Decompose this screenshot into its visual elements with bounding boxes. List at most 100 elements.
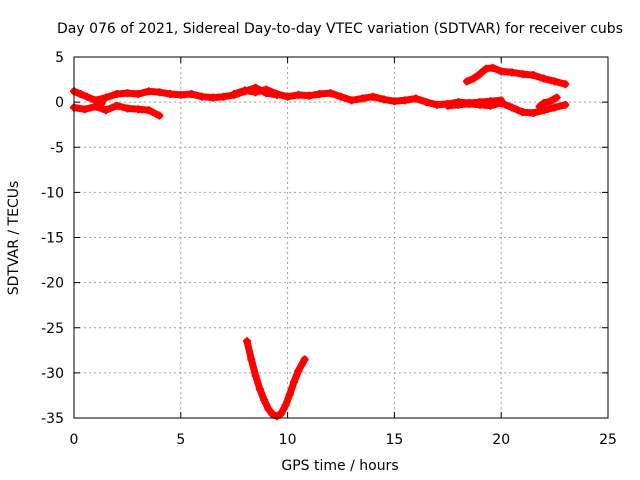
- data-point: [176, 90, 185, 99]
- data-point: [539, 74, 548, 83]
- data-point: [401, 96, 410, 105]
- data-point: [208, 93, 217, 102]
- x-axis-label: GPS time / hours: [281, 458, 398, 474]
- data-point: [518, 108, 527, 117]
- data-point: [486, 101, 495, 110]
- data-point: [497, 67, 506, 76]
- data-point: [507, 103, 516, 112]
- data-point: [422, 98, 431, 107]
- data-point: [255, 385, 264, 394]
- chart-title: Day 076 of 2021, Sidereal Day-to-day VTE…: [57, 21, 623, 37]
- data-point: [326, 89, 335, 98]
- data-point: [134, 90, 143, 99]
- data-point: [358, 94, 367, 103]
- data-point: [82, 92, 91, 101]
- data-point: [260, 395, 269, 404]
- data-point: [134, 105, 143, 114]
- data-point: [251, 88, 260, 97]
- data-point: [337, 92, 345, 101]
- data-point: [294, 367, 303, 376]
- data-point: [285, 390, 294, 399]
- data-point: [411, 94, 420, 103]
- data-point: [465, 99, 474, 108]
- x-tick-label: 10: [279, 432, 297, 448]
- data-point: [443, 101, 452, 110]
- data-point: [283, 92, 292, 101]
- data-point: [264, 404, 273, 413]
- data-point: [102, 106, 111, 115]
- data-point: [144, 106, 153, 115]
- data-point: [518, 70, 527, 79]
- data-point: [155, 111, 164, 120]
- data-point: [347, 96, 356, 105]
- data-point: [230, 90, 239, 99]
- x-tick-label: 25: [599, 432, 617, 448]
- data-point: [539, 99, 548, 108]
- data-point: [155, 88, 164, 97]
- data-point: [277, 409, 286, 418]
- data-point: [272, 412, 281, 421]
- data-point: [304, 91, 313, 100]
- data-point: [379, 95, 388, 104]
- data-point: [535, 102, 544, 111]
- data-point: [240, 86, 249, 95]
- y-tick-label: -20: [41, 276, 64, 292]
- x-tick-label: 15: [385, 432, 403, 448]
- data-point: [243, 337, 252, 346]
- y-tick-label: -25: [41, 321, 64, 337]
- data-point: [102, 93, 111, 102]
- y-tick-label: 0: [55, 95, 64, 111]
- data-point: [546, 97, 555, 106]
- data-point: [281, 401, 290, 410]
- x-tick-label: 0: [70, 432, 79, 448]
- data-point: [262, 85, 271, 94]
- data-point: [454, 100, 463, 109]
- data-point: [247, 355, 256, 364]
- data-point: [369, 92, 378, 101]
- y-tick-label: 5: [55, 50, 64, 66]
- data-point: [123, 89, 132, 98]
- data-point: [144, 87, 153, 96]
- data-point: [390, 97, 399, 106]
- data-point: [123, 104, 132, 113]
- data-point: [539, 106, 548, 115]
- data-point: [219, 92, 228, 101]
- data-point: [251, 371, 260, 380]
- data-point: [561, 80, 570, 89]
- data-point: [91, 96, 100, 105]
- data-point: [475, 100, 484, 109]
- data-point: [166, 90, 175, 99]
- data-point: [187, 90, 196, 99]
- data-layer: [70, 63, 570, 421]
- data-point: [112, 101, 121, 110]
- x-tick-label: 20: [492, 432, 510, 448]
- data-point: [561, 100, 570, 109]
- data-point: [550, 103, 559, 112]
- data-point: [76, 90, 85, 99]
- data-point: [469, 74, 478, 83]
- data-point: [550, 77, 559, 86]
- data-point: [488, 63, 497, 72]
- data-point: [529, 108, 538, 117]
- y-tick-label: -5: [50, 140, 64, 156]
- data-point: [268, 410, 277, 419]
- tick-labels: 0 5 10 15 20 25 5 0 -5 -10 -15 -20 -25 -30 -35: [41, 50, 617, 448]
- data-point: [300, 355, 309, 364]
- data-point: [272, 90, 281, 99]
- data-point: [80, 105, 89, 114]
- data-point: [529, 71, 538, 80]
- y-tick-label: -35: [41, 411, 64, 427]
- data-point: [290, 377, 299, 386]
- y-axis-label: SDTVAR / TECUs: [6, 181, 22, 296]
- data-point: [294, 90, 303, 99]
- data-point: [315, 90, 324, 99]
- data-point: [552, 93, 561, 102]
- data-point: [507, 68, 516, 77]
- data-point: [198, 92, 207, 101]
- data-point: [112, 90, 121, 99]
- data-point: [497, 99, 506, 108]
- grid: [74, 57, 608, 418]
- data-point: [433, 100, 442, 109]
- data-point: [475, 70, 484, 79]
- y-tick-label: -15: [41, 231, 64, 247]
